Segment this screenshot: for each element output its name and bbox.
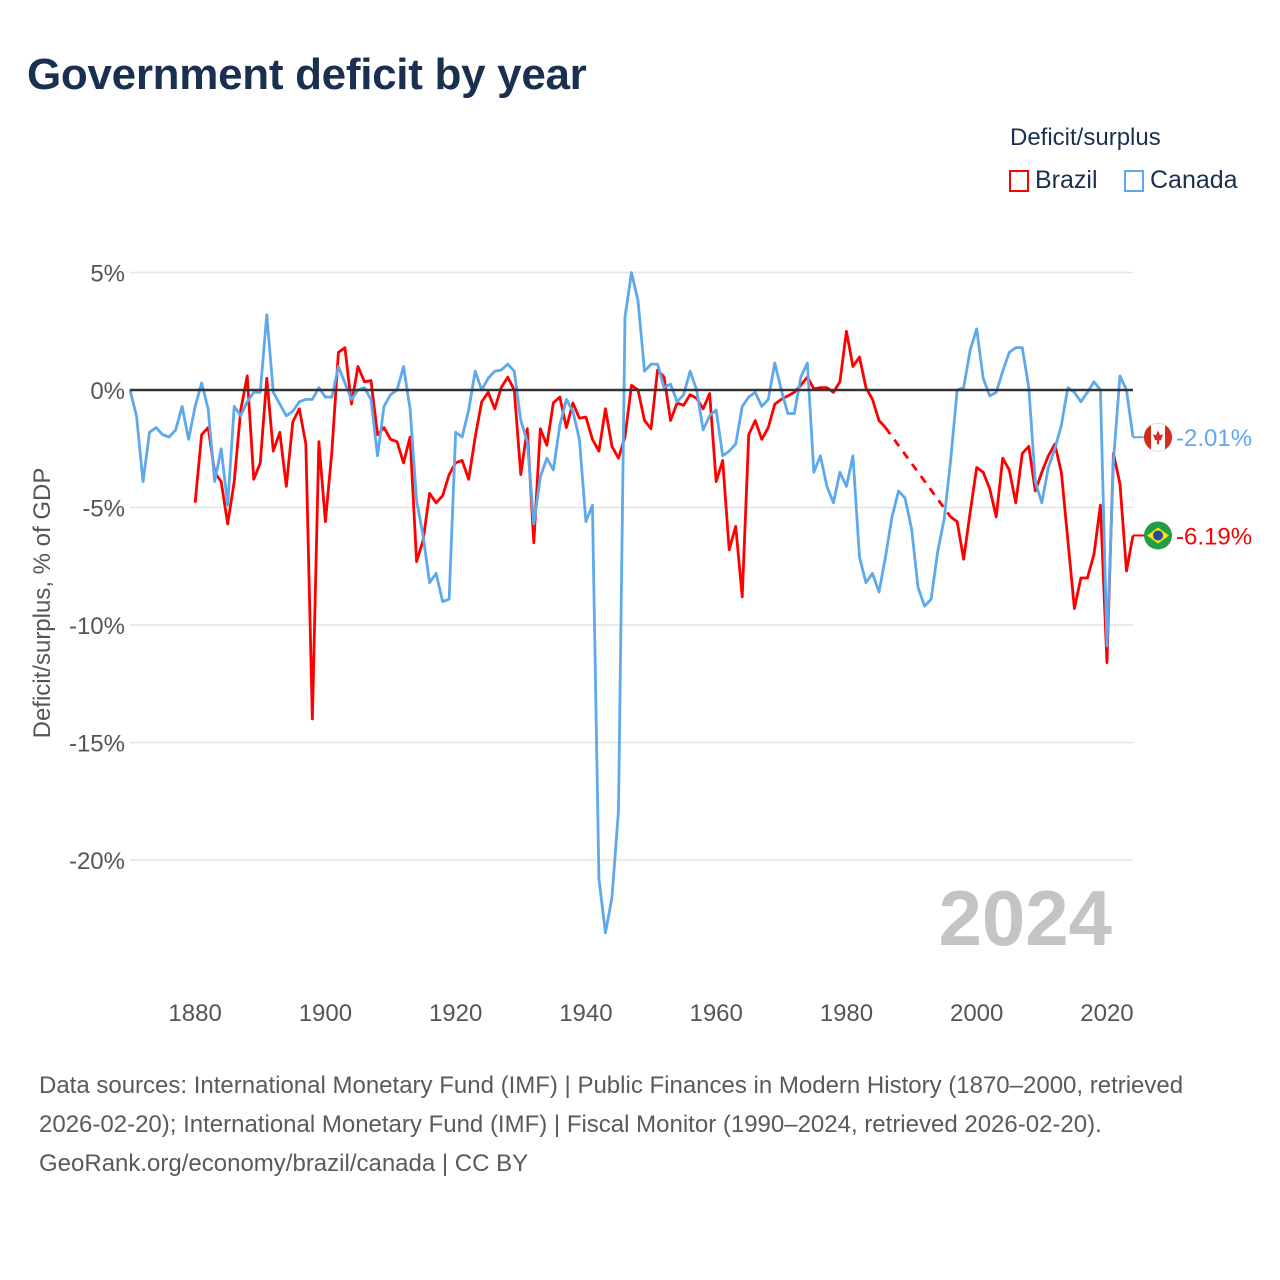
data-sources: Data sources: International Monetary Fun… <box>39 1072 1184 1138</box>
legend-item-canada[interactable]: Canada <box>1124 166 1238 195</box>
x-tick-label: 1880 <box>168 1000 221 1027</box>
y-axis-ticks: 5% 0% -5% -10% -15% -20% <box>69 261 125 876</box>
x-tick-label: 1900 <box>299 1000 352 1027</box>
canada-flag-icon <box>1143 422 1173 452</box>
series-line-brazil <box>193 329 887 721</box>
x-tick-label: 1980 <box>820 1000 873 1027</box>
legend-title: Deficit/surplus <box>1010 124 1161 151</box>
legend-label-brazil: Brazil <box>1035 166 1098 194</box>
y-tick-label: 0% <box>90 378 125 405</box>
legend-swatch-canada <box>1124 169 1144 192</box>
y-tick-label: -15% <box>69 731 125 758</box>
series-canada <box>128 271 1135 935</box>
x-tick-label: 1920 <box>429 1000 482 1027</box>
legend-label-canada: Canada <box>1150 166 1238 194</box>
x-tick-label: 2000 <box>950 1000 1003 1027</box>
brazil-flag-icon <box>1144 521 1172 550</box>
gridlines <box>130 271 1133 861</box>
x-tick-label: 1960 <box>689 1000 742 1027</box>
series-gap-brazil <box>884 426 952 518</box>
attribution-link[interactable]: GeoRank.org/economy/brazil/canada | CC B… <box>39 1150 529 1177</box>
series-line-brazil <box>949 442 1135 664</box>
year-label: 2024 <box>938 874 1112 962</box>
y-tick-label: -5% <box>82 496 125 523</box>
series-brazil <box>193 329 1135 721</box>
end-value-canada: -2.01% <box>1176 425 1252 452</box>
series-line-canada <box>128 271 1135 935</box>
footer: Data sources: International Monetary Fun… <box>39 1066 1239 1183</box>
end-value-brazil: -6.19% <box>1176 523 1252 550</box>
x-tick-label: 1940 <box>559 1000 612 1027</box>
chart-title: Government deficit by year <box>27 50 587 99</box>
y-tick-label: -10% <box>69 613 125 640</box>
legend-item-brazil[interactable]: Brazil <box>1009 166 1098 195</box>
x-axis-ticks: 1880 1900 1920 1940 1960 1980 2000 2020 <box>168 1000 1133 1027</box>
y-axis-label: Deficit/surplus, % of GDP <box>29 468 56 739</box>
legend-swatch-brazil <box>1009 169 1029 192</box>
x-tick-label: 2020 <box>1080 1000 1133 1027</box>
y-tick-label: 5% <box>90 261 125 288</box>
y-tick-label: -20% <box>69 848 125 875</box>
